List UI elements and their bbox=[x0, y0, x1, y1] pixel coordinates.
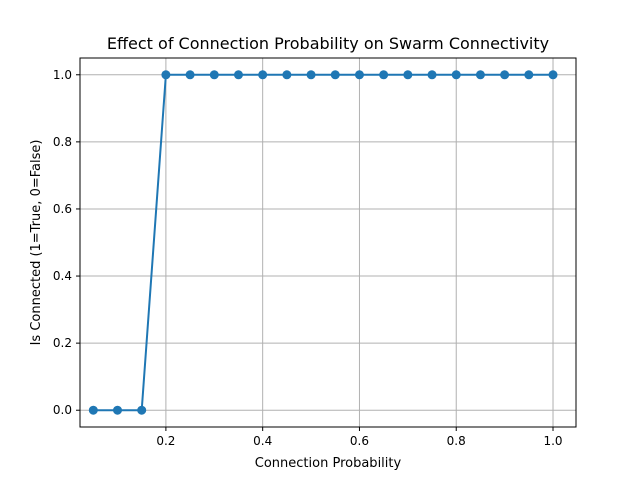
series-line bbox=[93, 73, 554, 412]
x-axis-label: Connection Probability bbox=[255, 456, 402, 471]
data-point bbox=[379, 70, 389, 80]
series-layer bbox=[88, 70, 558, 415]
data-point bbox=[451, 70, 461, 80]
y-tick-label: 1.0 bbox=[53, 68, 72, 82]
ticks: 0.2 0.4 0.6 0.8 1.0 0.0 0.2 0.4 0.6 0.8 1.0 bbox=[53, 68, 563, 448]
y-axis-label: Is Connected (1=True, 0=False) bbox=[29, 140, 44, 346]
data-point bbox=[475, 70, 485, 80]
x-tick-label: 0.8 bbox=[447, 434, 466, 448]
data-point bbox=[185, 70, 195, 80]
data-point bbox=[258, 70, 268, 80]
data-point bbox=[548, 70, 558, 80]
data-point bbox=[427, 70, 437, 80]
data-point bbox=[403, 70, 413, 80]
x-tick-label: 1.0 bbox=[543, 434, 562, 448]
chart-title: Effect of Connection Probability on Swar… bbox=[107, 34, 549, 53]
data-point bbox=[161, 70, 171, 80]
data-point bbox=[113, 405, 123, 415]
y-tick-label: 0.4 bbox=[53, 269, 72, 283]
data-point bbox=[137, 405, 147, 415]
data-point bbox=[233, 70, 243, 80]
data-point bbox=[282, 70, 292, 80]
data-point bbox=[524, 70, 534, 80]
data-point bbox=[88, 405, 98, 415]
x-tick-label: 0.6 bbox=[350, 434, 369, 448]
x-tick-label: 0.4 bbox=[253, 434, 272, 448]
y-tick-label: 0.0 bbox=[53, 403, 72, 417]
plot-frame bbox=[79, 57, 577, 428]
data-point bbox=[306, 70, 316, 80]
data-point bbox=[354, 70, 364, 80]
x-tick-label: 0.2 bbox=[156, 434, 175, 448]
y-tick-label: 0.6 bbox=[53, 202, 72, 216]
data-point bbox=[209, 70, 219, 80]
y-tick-label: 0.2 bbox=[53, 336, 72, 350]
y-tick-label: 0.8 bbox=[53, 135, 72, 149]
data-point bbox=[330, 70, 340, 80]
data-point bbox=[500, 70, 510, 80]
